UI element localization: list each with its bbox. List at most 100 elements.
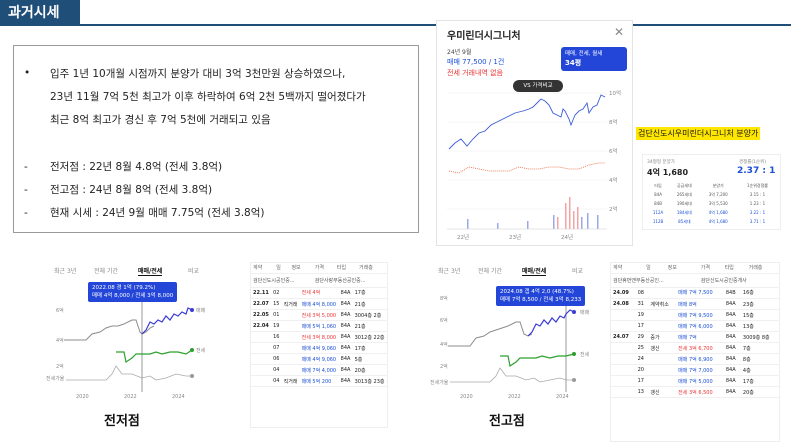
table-row[interactable]: 22.11 02 전세 4억 84A 17층 [251,287,387,299]
chart-tooltip: 2024.08 갭 4억 2,0 (48.7%) 매매 7억 8,500 / 전세… [496,286,586,306]
svg-text:6억: 6억 [440,317,448,324]
high-point-line: - 전고점 : 24년 8월 8억 (전세 3.8억) [24,184,213,196]
sale-price-line [448,94,606,150]
low-point-chart-panel: 최근 3년 전체 기간 매매/전세 비교 2022.08 경 1억 (79.2%… [46,262,214,402]
tab-sale-rent[interactable]: 매매/전세 [138,268,163,276]
y-tick: 2억 [609,205,618,213]
high-point-chart: 8억 6억 4억 2억 2020 2022 2024 매매 전세 전세가율 [430,295,590,400]
pre-sale-price: 4억 1,680 [647,168,689,177]
caption-high-point: 전고점 [489,414,525,429]
selected-month: 24년 9월 [447,49,472,56]
summary-bullet: • [24,67,31,79]
agent-row[interactable]: 검단휴먼앤부동산공인... 검단신도시공인중개사 [611,273,779,288]
svg-text:전세: 전세 [580,351,590,358]
competition-label: 경쟁률(1순위) [739,160,767,165]
table-row[interactable]: 24.09 08 매매 7억 7,500 84B 16층 [611,287,779,299]
agent-row[interactable]: 검단신도시공인중... 검단사랑부동산공인중... [251,273,387,288]
svg-text:2020: 2020 [460,394,473,400]
svg-text:2024: 2024 [172,394,185,400]
summary-line-3: 최근 8억 최고가 경신 후 7억 5천에 거래되고 있음 [50,114,271,126]
table-row: 112A 184세대 4억 1,680 3.22 : 1 [652,209,766,216]
caption-low-point: 전저점 [104,414,140,429]
tab-recent-3y[interactable]: 최근 3년 [54,268,77,275]
svg-text:전세: 전세 [196,347,206,354]
table-row[interactable]: 17 매매 7억 6,000 84A 13층 [611,320,779,332]
table-row[interactable]: 19 매매 7억 9,500 84A 15층 [611,309,779,321]
tab-sale-rent[interactable]: 매매/전세 [522,268,547,276]
y-tick: 10억 [609,89,621,97]
table-row[interactable]: 17 매매 7억 5,000 84A 17층 [611,375,779,387]
table-row[interactable]: 22.05 01 전세 3억 5,000 84A 3004층 2층 [251,309,387,321]
chart-tabs: 최근 3년 전체 기간 매매/전세 비교 [430,262,598,278]
tab-compare[interactable]: 비교 [188,268,200,275]
table-row[interactable]: 24.07 29 증가 매매 7억 84A 3009층 8층 [611,331,779,343]
low-point-deal-list: 계약 일 정보 가격 타입 거래층 검단신도시공인중... 검단사랑부동산공인중... 2… [250,262,388,428]
high-point-chart-panel: 최근 3년 전체 기간 매매/전세 비교 2024.08 갭 4억 2,0 (4… [430,262,598,402]
table-row[interactable]: 24 매매 7억 6,900 84A 8층 [611,353,779,365]
high-point-deal-list: 계약 일 정보 가격 타입 거래층 검단휴먼앤부동산공인... 검단신도시공인중개사 24… [610,262,780,442]
svg-text:2024: 2024 [556,394,569,400]
summary-box: • 입주 1년 10개월 시점까지 분양가 대비 3억 3천만원 상승하였으나,… [13,45,419,233]
y-tick: 8억 [609,118,618,126]
y-tick: 4억 [609,176,618,184]
tab-recent-3y[interactable]: 최근 3년 [438,268,461,275]
page-title: 과거시세 [0,0,80,26]
low-point-chart: 6억 4억 2억 2020 2022 2024 매매 전세 전세가율 [46,302,206,400]
table-row[interactable]: 24.08 31 계약취소 매매 8억 84A 23층 [611,298,779,310]
table-row[interactable]: 20 매매 7억 7,000 84A 4층 [611,364,779,376]
summary-line-2: 23년 11월 7억 5천 최고가 이후 하락하여 6억 2천 5백까지 떨어졌… [50,91,366,103]
y-tick: 6억 [609,147,618,155]
table-row: 112B 85세대 4억 1,680 3.71 : 1 [652,218,766,225]
table-row[interactable]: 22.07 15 직거래 매매 4억 8,000 84A 21층 [251,298,387,310]
svg-text:2022: 2022 [508,394,521,400]
svg-text:2020: 2020 [76,394,89,400]
table-row[interactable]: 06 매매 4억 9,060 84A 5층 [251,353,387,365]
pre-sale-table: 타입 공급세대 분양가 1순위경쟁률 84A 265세대 3억 7,200 3.15 : 1… [647,181,778,226]
x-tick: 24년 [561,233,573,241]
tab-all-period[interactable]: 전체 기간 [94,268,118,275]
table-row: 84B 190세대 3억 5,530 1.23 : 1 [654,200,766,207]
pre-sale-label: 검단신도시우미린더시그니처 분양가 [636,127,761,140]
rent-status: 전세 거래내역 없음 [447,69,503,77]
svg-text:매매: 매매 [196,307,206,314]
deal-type-selector[interactable]: 매매, 전세, 월세 34평 [561,47,627,71]
summary-line-1: 입주 1년 10개월 시점까지 분양가 대비 3억 3천만원 상승하였으나, [50,68,346,80]
table-row: 84A 265세대 3억 7,200 3.15 : 1 [654,191,766,198]
sale-price: 매매 77,500 / 1건 [447,58,505,66]
apt-price-card: 우미린더시그니처 ✕ 24년 9월 매매 77,500 / 1건 전세 거래내역… [436,20,633,246]
pre-sale-card: 34평형 분양가 4억 1,680 경쟁률(1순위) 2.37 : 1 타입 공급… [642,154,781,230]
chart-tabs: 최근 3년 전체 기간 매매/전세 비교 [46,262,214,278]
svg-text:전세가율: 전세가율 [430,379,449,386]
pre-sale-sub: 34평형 분양가 [647,160,675,165]
svg-text:8억: 8억 [440,295,448,302]
title-underline [80,24,791,26]
table-row[interactable]: 04 직거래 매매 5억 200 84A 3013층 23층 [251,375,387,387]
x-tick: 22년 [457,233,469,241]
close-icon[interactable]: ✕ [613,25,624,39]
table-row[interactable]: 22.04 19 매매 5억 1,060 84A 21층 [251,320,387,332]
table-row[interactable]: 04 매매 7억 4,000 84A 20층 [251,364,387,376]
table-row[interactable]: 07 매매 4억 9,060 84A 17층 [251,342,387,354]
table-row[interactable]: 13 갱신 전세 3억 6,500 84A 20층 [611,386,779,398]
low-point-line: - 전저점 : 22년 8월 4.8억 (전세 3.8억) [24,161,223,173]
svg-text:2022: 2022 [124,394,137,400]
rent-price-line [448,162,605,174]
table-row[interactable]: 25 갱신 전세 3억 6,700 84A 7층 [611,342,779,354]
current-price-line: - 현재 시세 : 24년 9월 매매 7.75억 (전세 3.8억) [24,207,265,219]
svg-text:4억: 4억 [440,341,448,348]
chart-tooltip: 2022.08 경 1억 (79.2%) 매매 4억 8,000 / 전세 3억 … [88,282,178,302]
vs-compare-button[interactable]: VS 가격비교 [513,80,563,92]
svg-text:4억: 4억 [56,337,64,344]
svg-text:2억: 2억 [56,363,64,370]
svg-text:2억: 2억 [440,363,448,370]
svg-text:6억: 6억 [56,307,64,314]
competition-rate: 2.37 : 1 [737,166,776,176]
tab-all-period[interactable]: 전체 기간 [478,268,502,275]
apt-name: 우미린더시그니처 [447,31,521,42]
table-row[interactable]: 16 전세 3억 8,000 84A 3012층 22층 [251,331,387,343]
apt-price-chart: 10억 8억 6억 4억 2억 22년 23년 24년 [447,89,621,241]
svg-text:매매: 매매 [580,309,590,316]
svg-text:전세가율: 전세가율 [46,375,65,382]
x-tick: 23년 [509,233,521,241]
tab-compare[interactable]: 비교 [572,268,584,275]
